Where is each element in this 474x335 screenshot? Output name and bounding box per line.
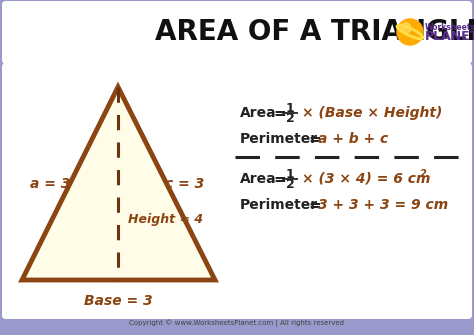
Polygon shape [22,87,215,280]
Text: 3 + 3 + 3 = 9 cm: 3 + 3 + 3 = 9 cm [318,198,448,212]
Text: a = 3: a = 3 [30,177,70,191]
Text: × (3 × 4) = 6 cm: × (3 × 4) = 6 cm [302,172,430,186]
Text: 1: 1 [286,102,294,115]
Circle shape [397,19,423,45]
Text: PLANET: PLANET [425,30,474,44]
Text: =: = [273,106,286,121]
Text: =: = [308,132,321,146]
FancyBboxPatch shape [2,63,472,319]
Text: 2: 2 [286,112,294,125]
Text: AREA OF A TRIANGLE: AREA OF A TRIANGLE [155,18,474,47]
Text: c = 3: c = 3 [165,177,204,191]
Text: Worksheets: Worksheets [425,22,474,31]
Text: =: = [308,198,321,212]
Text: Area: Area [240,172,277,186]
Text: Area: Area [240,106,277,120]
Text: Base = 3: Base = 3 [84,294,153,308]
Text: 2: 2 [420,169,427,179]
Text: Perimeter: Perimeter [240,198,318,212]
Text: =: = [273,172,286,187]
Text: Copyright © www.WorksheetsPlanet.com | All rights reserved: Copyright © www.WorksheetsPlanet.com | A… [129,319,345,327]
Text: Height = 4: Height = 4 [128,213,203,226]
FancyBboxPatch shape [2,1,472,64]
Text: 1: 1 [286,168,294,181]
Text: × (Base × Height): × (Base × Height) [302,106,442,120]
Circle shape [401,23,411,33]
Text: Perimeter: Perimeter [240,132,318,146]
Text: a + b + c: a + b + c [318,132,388,146]
Text: 2: 2 [286,178,294,191]
